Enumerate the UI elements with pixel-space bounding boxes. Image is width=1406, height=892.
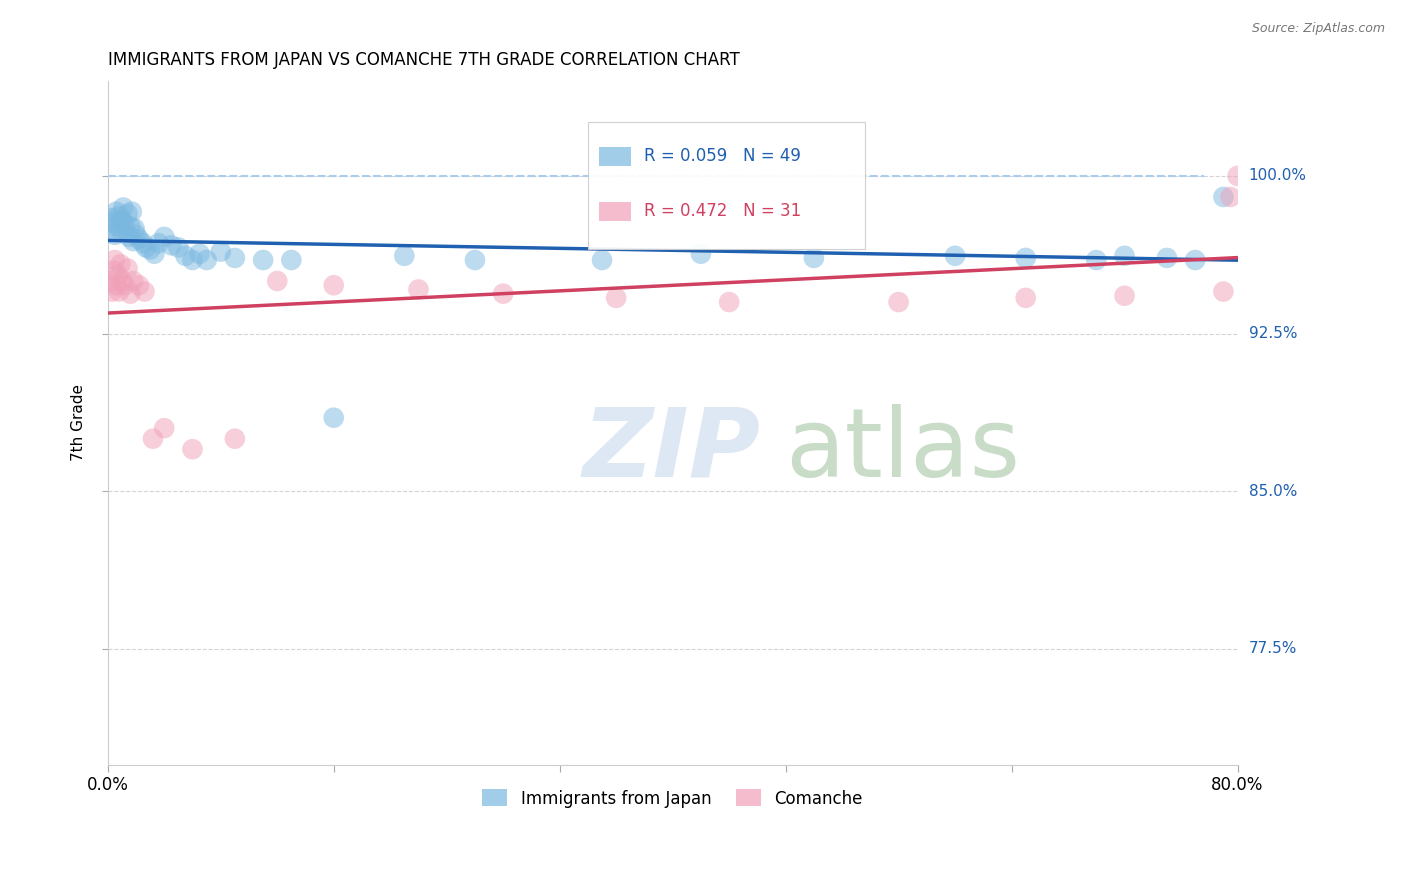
- Point: [148, 236, 170, 251]
- Point: [1219, 190, 1241, 204]
- Text: 77.5%: 77.5%: [1249, 641, 1296, 657]
- Point: [101, 285, 124, 299]
- Point: [101, 211, 124, 225]
- Point: [153, 230, 176, 244]
- Point: [104, 227, 127, 242]
- Point: [280, 253, 302, 268]
- Point: [1156, 251, 1178, 265]
- Point: [114, 217, 136, 231]
- Point: [195, 253, 218, 268]
- Point: [160, 238, 183, 252]
- Point: [120, 286, 142, 301]
- Point: [110, 257, 132, 271]
- Point: [224, 432, 246, 446]
- Point: [690, 246, 713, 260]
- Point: [188, 246, 211, 260]
- Text: Source: ZipAtlas.com: Source: ZipAtlas.com: [1251, 22, 1385, 36]
- Text: atlas: atlas: [786, 404, 1021, 497]
- Point: [605, 291, 627, 305]
- Point: [1114, 289, 1136, 303]
- Point: [1015, 291, 1038, 305]
- Point: [132, 236, 155, 251]
- Point: [224, 251, 246, 265]
- Point: [209, 244, 232, 259]
- Point: [135, 240, 157, 254]
- Point: [181, 253, 204, 268]
- Point: [100, 221, 122, 235]
- Point: [110, 224, 132, 238]
- Point: [128, 232, 150, 246]
- Point: [120, 219, 142, 234]
- Text: IMMIGRANTS FROM JAPAN VS COMANCHE 7TH GRADE CORRELATION CHART: IMMIGRANTS FROM JAPAN VS COMANCHE 7TH GR…: [108, 51, 740, 69]
- Point: [122, 274, 145, 288]
- Point: [122, 234, 145, 248]
- Text: 92.5%: 92.5%: [1249, 326, 1298, 341]
- Point: [105, 204, 128, 219]
- Legend: Immigrants from Japan, Comanche: Immigrants from Japan, Comanche: [475, 783, 870, 814]
- Point: [114, 278, 136, 293]
- Point: [117, 261, 139, 276]
- Point: [134, 285, 156, 299]
- FancyBboxPatch shape: [599, 202, 631, 220]
- Point: [803, 251, 825, 265]
- Point: [322, 410, 344, 425]
- Point: [104, 253, 127, 268]
- Point: [108, 209, 131, 223]
- Point: [1184, 253, 1206, 268]
- Point: [266, 274, 288, 288]
- Point: [1015, 251, 1038, 265]
- Point: [107, 268, 129, 282]
- Y-axis label: 7th Grade: 7th Grade: [72, 384, 86, 461]
- Point: [107, 219, 129, 234]
- Point: [1226, 169, 1249, 183]
- Point: [1212, 190, 1234, 204]
- FancyBboxPatch shape: [599, 147, 631, 166]
- Point: [718, 295, 741, 310]
- Point: [174, 249, 197, 263]
- Point: [887, 295, 910, 310]
- Point: [167, 240, 190, 254]
- Text: ZIP: ZIP: [582, 404, 761, 497]
- Point: [181, 442, 204, 457]
- Point: [464, 253, 486, 268]
- Point: [118, 230, 141, 244]
- Point: [1085, 253, 1108, 268]
- Point: [121, 204, 143, 219]
- Point: [492, 286, 515, 301]
- Point: [1212, 285, 1234, 299]
- Point: [394, 249, 416, 263]
- Point: [943, 249, 966, 263]
- Point: [143, 246, 166, 260]
- Point: [117, 207, 139, 221]
- Point: [252, 253, 274, 268]
- Point: [115, 226, 138, 240]
- Point: [103, 263, 125, 277]
- Point: [139, 243, 162, 257]
- Point: [103, 215, 125, 229]
- Point: [124, 221, 146, 235]
- Point: [105, 278, 128, 293]
- Point: [1114, 249, 1136, 263]
- Point: [111, 274, 134, 288]
- Text: 100.0%: 100.0%: [1249, 169, 1306, 184]
- Point: [591, 253, 613, 268]
- Point: [100, 274, 122, 288]
- Point: [322, 278, 344, 293]
- Point: [142, 432, 165, 446]
- Point: [112, 201, 135, 215]
- Point: [128, 278, 150, 293]
- Point: [108, 285, 131, 299]
- Text: R = 0.059   N = 49: R = 0.059 N = 49: [644, 147, 801, 166]
- Text: 85.0%: 85.0%: [1249, 483, 1296, 499]
- Text: R = 0.472   N = 31: R = 0.472 N = 31: [644, 202, 801, 220]
- Point: [125, 227, 148, 242]
- Point: [153, 421, 176, 435]
- FancyBboxPatch shape: [588, 122, 865, 249]
- Point: [111, 213, 134, 227]
- Point: [408, 282, 430, 296]
